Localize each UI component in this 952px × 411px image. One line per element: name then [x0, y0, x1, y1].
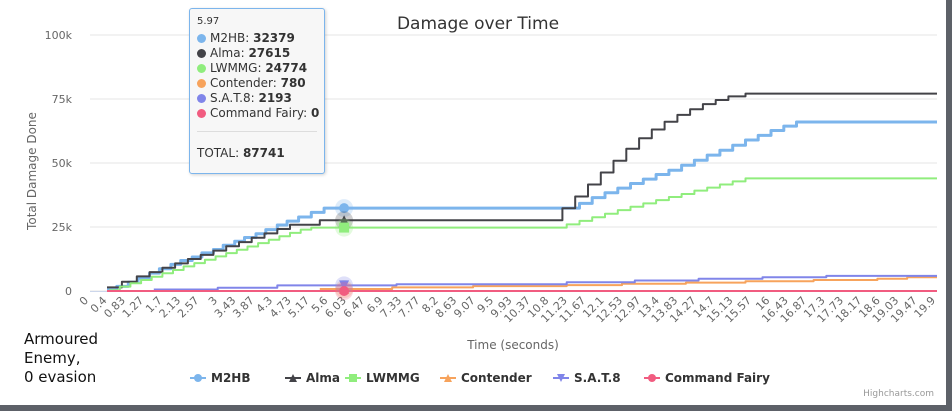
tooltip-header: 5.97 [197, 16, 220, 27]
y-axis-title: Total Damage Done [25, 112, 39, 231]
x-tick-label: 19.9 [912, 294, 939, 321]
legend-symbol-command-fairy[interactable] [648, 374, 656, 382]
series-line-alma[interactable] [107, 92, 937, 289]
tooltip-row-alma: Alma: 27615 [197, 46, 317, 61]
tooltip-series-value: 780 [280, 76, 306, 90]
annotation-line-3: 0 evasion [24, 368, 97, 386]
x-tick-label: 9.07 [451, 294, 478, 321]
legend-label-s-a-t-8: S.A.T.8 [574, 371, 621, 385]
legend-item-lwmmg[interactable]: LWMMG [345, 371, 420, 385]
annotation-line-2: Enemy, [24, 349, 81, 367]
legend-label-alma: Alma [306, 371, 340, 385]
tooltip-row-s-a-t-8: S.A.T.8: 2193 [197, 91, 317, 106]
tooltip-dot-command-fairy [197, 109, 206, 118]
tooltip-row-contender: Contender: 780 [197, 76, 317, 91]
x-tick-label: 2.57 [175, 294, 202, 321]
legend-item-contender[interactable]: Contender [440, 371, 532, 385]
y-tick-label: 75k [52, 93, 73, 106]
series-lines [107, 92, 937, 292]
tooltip-series-value: 0 [311, 106, 320, 120]
y-tick-label: 0 [65, 285, 72, 298]
chart-title: Damage over Time [397, 14, 559, 34]
tooltip: 5.97 M2HB: 32379 Alma: 27615 LWMMG: 24774 C… [189, 8, 325, 174]
legend-symbol-alma[interactable] [289, 374, 297, 382]
tooltip-dot-contender [197, 79, 206, 88]
hover-markers [335, 199, 354, 300]
x-tick-label: 1.27 [120, 294, 147, 321]
y-tick-label: 50k [52, 157, 73, 170]
hover-marker-command-fairy[interactable] [339, 286, 350, 296]
series-line-lwmmg[interactable] [109, 177, 937, 292]
x-axis-title: Time (seconds) [466, 338, 559, 352]
tooltip-series-name: M2HB [210, 31, 246, 45]
legend-symbol-lwmmg[interactable] [349, 374, 357, 382]
tooltip-series-name: Contender [210, 76, 273, 90]
chart-container: 0 25k 50k 75k 100k 0 0.4 0.83 1.27 1.7 2.13 2.57 3 3.… [0, 0, 946, 405]
tooltip-total-label: TOTAL: [197, 146, 240, 160]
highcharts-credit[interactable]: Highcharts.com [863, 389, 934, 399]
legend-label-lwmmg: LWMMG [366, 371, 420, 385]
series-line-contender[interactable] [319, 276, 937, 290]
tooltip-series-value: 27615 [248, 46, 291, 60]
annotation-line-1: Armoured [24, 330, 99, 348]
legend: M2HB Alma LWMMG Contender S.A.T.8 Command Fai… [190, 371, 770, 385]
tooltip-divider [197, 131, 317, 132]
legend-symbol-s-a-t-8[interactable] [557, 374, 565, 382]
hover-marker-lwmmg[interactable] [339, 222, 350, 233]
legend-item-alma[interactable]: Alma [285, 371, 340, 385]
tooltip-series-value: 32379 [253, 31, 295, 45]
series-line-s-a-t-8[interactable] [153, 274, 937, 291]
tooltip-dot-m2hb [197, 34, 206, 43]
tooltip-series-value: 24774 [265, 61, 308, 75]
x-tick-label: 5.17 [286, 294, 313, 321]
legend-item-s-a-t-8[interactable]: S.A.T.8 [553, 371, 621, 385]
y-tick-label: 100k [45, 29, 73, 42]
tooltip-series-name: Command Fairy [210, 106, 304, 120]
tooltip-dot-alma [197, 49, 206, 58]
y-tick-label: 25k [52, 221, 73, 234]
tooltip-dot-lwmmg [197, 64, 206, 73]
hover-marker-s-a-t-8[interactable] [339, 280, 350, 291]
hover-marker-m2hb[interactable] [339, 203, 350, 214]
tooltip-row-lwmmg: LWMMG: 24774 [197, 61, 317, 76]
legend-item-command-fairy[interactable]: Command Fairy [644, 371, 770, 385]
x-tick-label: 7.77 [396, 294, 423, 321]
tooltip-series-name: LWMMG [210, 61, 258, 75]
tooltip-total-value: 87741 [242, 146, 285, 160]
legend-label-contender: Contender [461, 371, 532, 385]
legend-label-command-fairy: Command Fairy [665, 371, 770, 385]
tooltip-series-name: S.A.T.8 [210, 91, 251, 105]
legend-label-m2hb: M2HB [211, 371, 250, 385]
x-tick-label: 3.87 [230, 294, 257, 321]
tooltip-series-name: Alma [210, 46, 241, 60]
tooltip-row-m2hb: M2HB: 32379 [197, 31, 317, 46]
tooltip-total: TOTAL: 87741 [197, 146, 317, 161]
tooltip-dot-s-a-t-8 [197, 94, 206, 103]
legend-symbol-contender[interactable] [444, 374, 452, 382]
tooltip-series-value: 2193 [258, 91, 292, 105]
legend-item-m2hb[interactable]: M2HB [190, 371, 250, 385]
legend-symbol-m2hb[interactable] [194, 374, 202, 382]
tooltip-row-command-fairy: Command Fairy: 0 [197, 106, 320, 121]
